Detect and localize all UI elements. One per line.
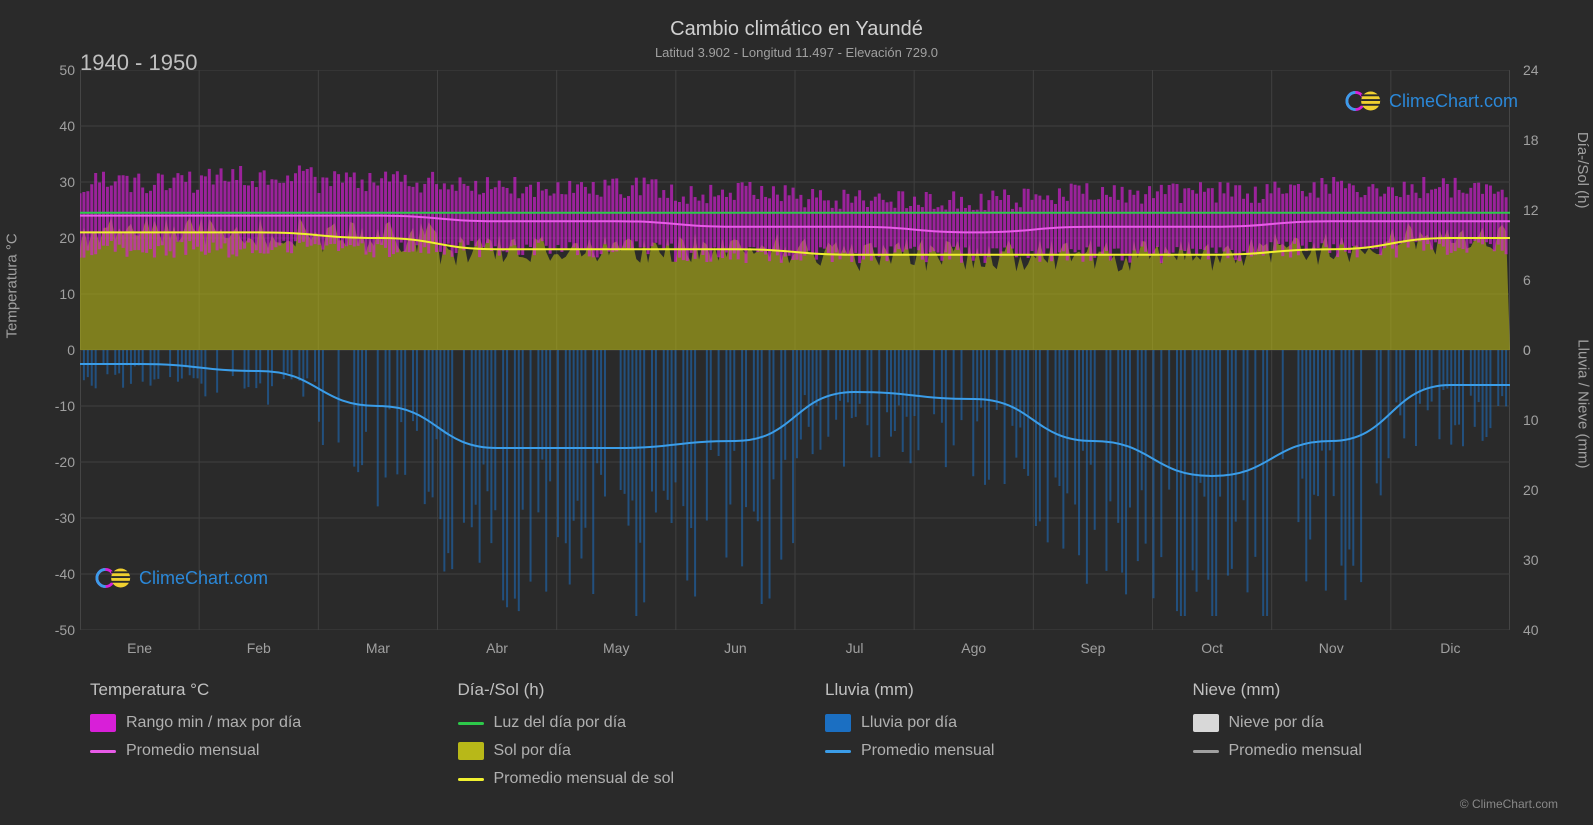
legend-item: Promedio mensual: [1193, 742, 1511, 760]
legend-title: Nieve (mm): [1193, 680, 1511, 700]
watermark: ClimeChart.com: [1345, 90, 1518, 112]
watermark-text: ClimeChart.com: [1389, 91, 1518, 112]
y-tick-left: 10: [30, 286, 75, 302]
legend-item: Promedio mensual: [825, 742, 1143, 760]
legend-swatch-icon: [458, 742, 484, 760]
y-tick-right-top: 24: [1523, 62, 1563, 78]
legend-item: Sol por día: [458, 742, 776, 760]
y-tick-left: 20: [30, 230, 75, 246]
x-tick: Ago: [961, 640, 986, 656]
legend-label: Sol por día: [494, 742, 571, 760]
plot-area: [80, 70, 1510, 630]
chart-title: Cambio climático en Yaundé: [30, 18, 1563, 41]
legend-line-icon: [458, 722, 484, 725]
legend-label: Promedio mensual: [861, 742, 994, 760]
x-tick: Jul: [846, 640, 864, 656]
x-tick: Sep: [1080, 640, 1105, 656]
legend-group: Día-/Sol (h) Luz del día por día Sol por d…: [458, 680, 776, 798]
y-tick-right-top: 6: [1523, 272, 1563, 288]
y-tick-right-top: 12: [1523, 202, 1563, 218]
legend-line-icon: [90, 750, 116, 753]
y-tick-left: -30: [30, 510, 75, 526]
y-tick-left: 40: [30, 118, 75, 134]
legend-swatch-icon: [90, 714, 116, 732]
x-tick: Oct: [1201, 640, 1223, 656]
y-axis-right-top: 06121824: [1523, 70, 1563, 350]
y-axis-right-bottom: 010203040: [1523, 350, 1563, 630]
x-tick: Dic: [1440, 640, 1460, 656]
y-tick-right-top: 18: [1523, 132, 1563, 148]
climechart-logo-icon: [1345, 90, 1383, 112]
legend-item: Promedio mensual: [90, 742, 408, 760]
climechart-logo-icon: [95, 567, 133, 589]
legend-label: Luz del día por día: [494, 714, 627, 732]
x-tick: Mar: [366, 640, 390, 656]
legend-line-icon: [825, 750, 851, 753]
legend-group: Nieve (mm) Nieve por día Promedio mensual: [1193, 680, 1511, 798]
legend-swatch-icon: [825, 714, 851, 732]
legend-title: Día-/Sol (h): [458, 680, 776, 700]
legend-label: Promedio mensual: [1229, 742, 1362, 760]
legend-line-icon: [1193, 750, 1219, 753]
y-tick-right-bottom: 20: [1523, 482, 1563, 498]
legend-label: Lluvia por día: [861, 714, 957, 732]
legend-group: Temperatura °C Rango min / max por día Pro…: [90, 680, 408, 798]
y-axis-left: -50-40-30-20-1001020304050: [30, 70, 75, 630]
y-tick-left: 30: [30, 174, 75, 190]
y-tick-left: -40: [30, 566, 75, 582]
climate-chart: Cambio climático en Yaundé Latitud 3.902…: [0, 0, 1593, 825]
legend-label: Promedio mensual de sol: [494, 770, 675, 788]
legend-item: Promedio mensual de sol: [458, 770, 776, 788]
x-tick: May: [603, 640, 629, 656]
watermark: ClimeChart.com: [95, 567, 268, 589]
y-axis-right-top-label: Día-/Sol (h): [1575, 132, 1592, 209]
y-axis-right-bottom-label: Lluvia / Nieve (mm): [1575, 339, 1592, 468]
legend-item: Nieve por día: [1193, 714, 1511, 732]
legend-title: Lluvia (mm): [825, 680, 1143, 700]
legend-item: Rango min / max por día: [90, 714, 408, 732]
legend-label: Promedio mensual: [126, 742, 259, 760]
x-tick: Ene: [127, 640, 152, 656]
y-axis-left-label: Temperatura °C: [4, 233, 21, 338]
y-tick-left: 0: [30, 342, 75, 358]
x-tick: Abr: [486, 640, 508, 656]
y-tick-left: -50: [30, 622, 75, 638]
y-tick-left: -10: [30, 398, 75, 414]
chart-subtitle: Latitud 3.902 - Longitud 11.497 - Elevac…: [30, 45, 1563, 60]
legend-item: Luz del día por día: [458, 714, 776, 732]
x-tick: Jun: [724, 640, 747, 656]
y-tick-left: 50: [30, 62, 75, 78]
y-tick-right-bottom: 10: [1523, 412, 1563, 428]
copyright: © ClimeChart.com: [1460, 797, 1558, 811]
legend-label: Nieve por día: [1229, 714, 1324, 732]
legend-group: Lluvia (mm) Lluvia por día Promedio mensua…: [825, 680, 1143, 798]
y-tick-right-bottom: 30: [1523, 552, 1563, 568]
y-tick-right-bottom: 40: [1523, 622, 1563, 638]
legend-swatch-icon: [1193, 714, 1219, 732]
x-axis: Ene Feb Mar Abr May Jun Jul Ago Sep Oct Nov Dic: [80, 640, 1510, 670]
legend-label: Rango min / max por día: [126, 714, 301, 732]
legend-item: Lluvia por día: [825, 714, 1143, 732]
y-tick-left: -20: [30, 454, 75, 470]
watermark-text: ClimeChart.com: [139, 568, 268, 589]
legend: Temperatura °C Rango min / max por día Pro…: [90, 680, 1510, 798]
x-tick: Nov: [1319, 640, 1344, 656]
x-tick: Feb: [247, 640, 271, 656]
legend-line-icon: [458, 778, 484, 781]
y-tick-right-bottom: 0: [1523, 342, 1563, 358]
legend-title: Temperatura °C: [90, 680, 408, 700]
